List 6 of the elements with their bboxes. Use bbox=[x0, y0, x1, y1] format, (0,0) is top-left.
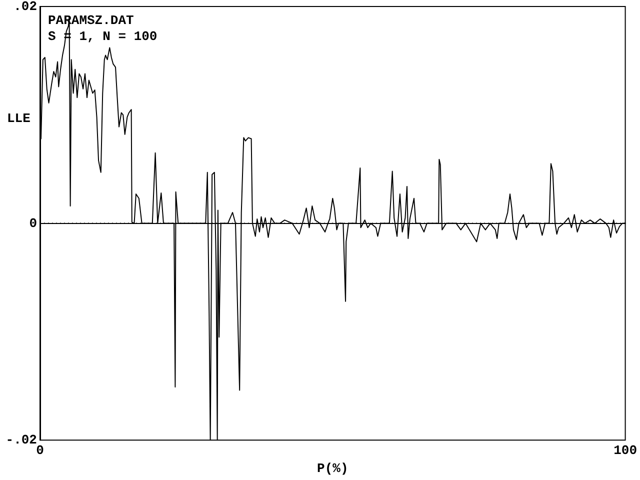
x-tick-label: 100 bbox=[614, 443, 638, 458]
x-axis-title: P(%) bbox=[317, 461, 348, 476]
y-tick-label: .02 bbox=[14, 0, 38, 14]
y-axis-title: LLE bbox=[7, 111, 31, 126]
y-tick-label: -.02 bbox=[6, 432, 38, 448]
y-tick-label: 0 bbox=[29, 216, 38, 231]
